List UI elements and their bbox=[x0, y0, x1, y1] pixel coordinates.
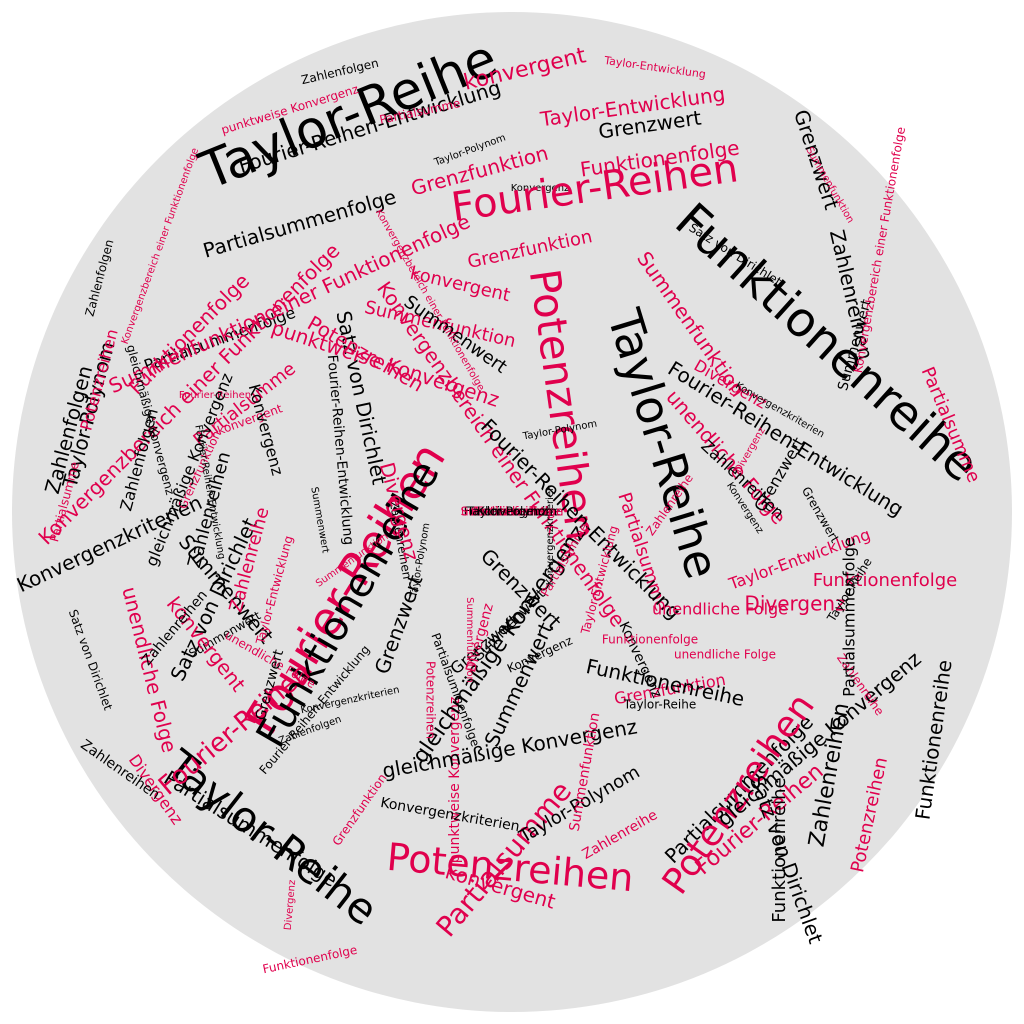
cloud-word: Konvergenzkriterien bbox=[545, 485, 556, 586]
background-disc bbox=[12, 12, 1012, 1012]
cloud-word: Divergenz bbox=[744, 592, 845, 616]
cloud-word: unendliche Folge bbox=[652, 600, 788, 619]
cloud-word: Summenfunktion bbox=[464, 597, 475, 683]
cloud-word: Partialsummenfolge bbox=[840, 537, 859, 697]
cloud-word: Funktionenfolge bbox=[813, 570, 957, 591]
cloud-word: unendliche Folge bbox=[674, 648, 776, 662]
cloud-word: Taylor-Reihe bbox=[623, 698, 696, 712]
cloud-word: Taylor-Polynom bbox=[466, 505, 557, 519]
cloud-word: Summenfunktion bbox=[461, 505, 564, 519]
cloud-word: punktweise Konvergenz bbox=[447, 697, 463, 864]
cloud-word: Potenzreihen bbox=[424, 661, 438, 739]
cloud-word: unendliche Folge bbox=[461, 505, 563, 519]
cloud-word: Funktionenreihe bbox=[769, 777, 790, 922]
cloud-word: Partialsumme bbox=[471, 505, 553, 519]
cloud-word: Funktionenreihe bbox=[464, 505, 561, 519]
cloud-word: Divergenz bbox=[283, 879, 298, 930]
cloud-word: Zahlenreihe bbox=[476, 505, 548, 519]
cloud-word: Funktionenfolge bbox=[602, 633, 698, 647]
cloud-word: Konvergenz bbox=[511, 183, 570, 194]
cloud-word: Fourier-Reihen bbox=[179, 390, 251, 401]
cloud-word: Konvergenz bbox=[477, 505, 547, 519]
cloud-word: Potenzreihen bbox=[473, 505, 551, 519]
